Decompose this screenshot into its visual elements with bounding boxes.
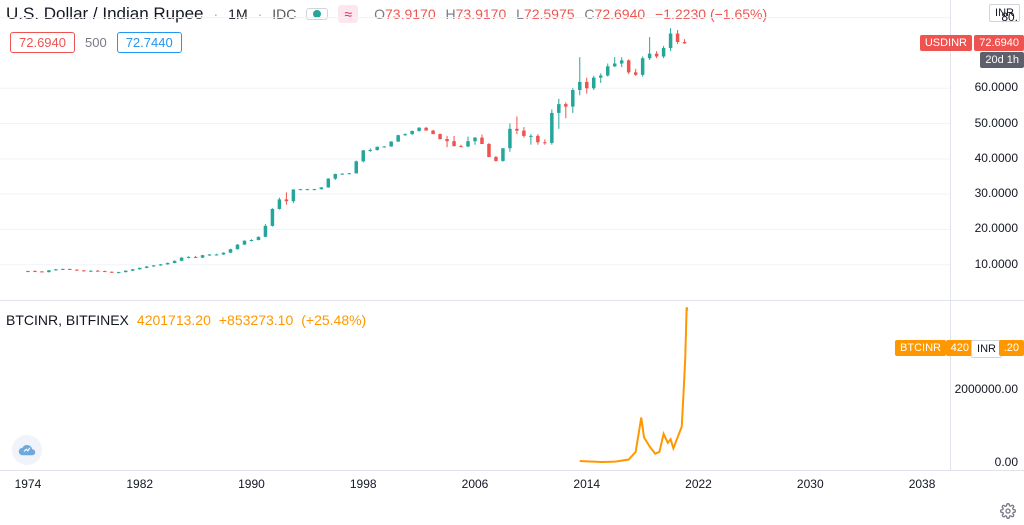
gear-icon[interactable] [1000, 503, 1016, 519]
sub-price-badge-r: .20 [999, 340, 1024, 356]
price-axis-sub[interactable]: 0.002000000.00 BTCINR 420 INR .20 [950, 300, 1024, 470]
countdown-badge: 20d 1h [980, 52, 1024, 68]
snapshot-icon[interactable] [12, 435, 42, 465]
time-axis[interactable]: 197419821990199820062014202220302038 [0, 470, 1024, 525]
ticker-badge: USDINR [920, 35, 972, 51]
sub-ticker-badge: BTCINR [895, 340, 946, 356]
last-price-badge: 72.6940 [974, 35, 1024, 51]
price-axis-main[interactable]: INR 10.000020.000030.000040.000050.00006… [950, 0, 1024, 300]
sub-price-badge: 420 [946, 340, 974, 356]
sub-currency-badge[interactable]: INR [971, 340, 1002, 358]
